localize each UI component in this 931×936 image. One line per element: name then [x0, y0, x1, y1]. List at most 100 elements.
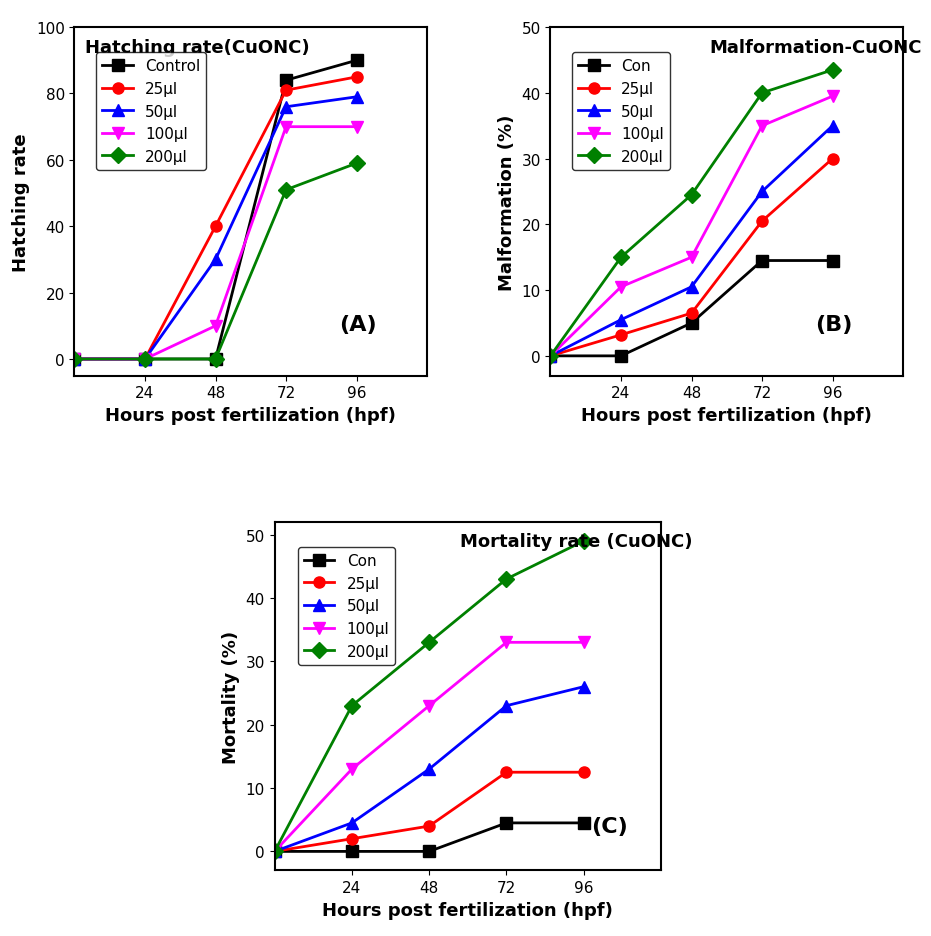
200μl: [686, 190, 697, 201]
Con: [827, 256, 838, 267]
Con: [545, 351, 556, 362]
200μl: [757, 88, 768, 99]
50μl: [501, 700, 512, 711]
50μl: [757, 186, 768, 197]
25μl: [424, 821, 435, 832]
100μl: [578, 637, 589, 649]
200μl: [209, 354, 221, 365]
100μl: [140, 354, 151, 365]
25μl: [209, 222, 221, 233]
25μl: [545, 351, 556, 362]
50μl: [69, 354, 80, 365]
100μl: [545, 351, 556, 362]
Control: [351, 55, 362, 66]
Line: 200μl: 200μl: [269, 535, 589, 857]
100μl: [280, 122, 291, 133]
25μl: [346, 833, 358, 844]
Line: 25μl: 25μl: [69, 72, 362, 365]
Line: Control: Control: [69, 55, 362, 365]
Con: [578, 817, 589, 828]
Line: 100μl: 100μl: [269, 637, 589, 857]
X-axis label: Hours post fertilization (hpf): Hours post fertilization (hpf): [105, 406, 397, 424]
Y-axis label: Mortality (%): Mortality (%): [222, 630, 240, 763]
25μl: [827, 154, 838, 165]
25μl: [501, 767, 512, 778]
25μl: [351, 72, 362, 83]
50μl: [827, 121, 838, 132]
50μl: [351, 92, 362, 103]
50μl: [280, 102, 291, 113]
Legend: Con, 25μl, 50μl, 100μl, 200μl: Con, 25μl, 50μl, 100μl, 200μl: [573, 53, 670, 170]
100μl: [686, 253, 697, 264]
50μl: [424, 764, 435, 775]
Con: [269, 846, 280, 857]
25μl: [757, 216, 768, 227]
200μl: [424, 637, 435, 649]
Legend: Con, 25μl, 50μl, 100μl, 200μl: Con, 25μl, 50μl, 100μl, 200μl: [298, 548, 396, 665]
50μl: [578, 681, 589, 693]
Text: Mortality rate (CuONC): Mortality rate (CuONC): [460, 533, 693, 550]
200μl: [827, 66, 838, 77]
200μl: [545, 351, 556, 362]
Line: 200μl: 200μl: [69, 158, 362, 365]
100μl: [424, 700, 435, 711]
Line: 25μl: 25μl: [269, 767, 589, 857]
50μl: [269, 846, 280, 857]
200μl: [346, 700, 358, 711]
Con: [615, 351, 627, 362]
100μl: [346, 764, 358, 775]
Line: 100μl: 100μl: [69, 122, 362, 365]
Text: (C): (C): [591, 815, 628, 836]
50μl: [346, 817, 358, 828]
Line: 50μl: 50μl: [545, 121, 838, 362]
Control: [140, 354, 151, 365]
200μl: [280, 185, 291, 197]
25μl: [615, 329, 627, 341]
Control: [69, 354, 80, 365]
Legend: Control, 25μl, 50μl, 100μl, 200μl: Control, 25μl, 50μl, 100μl, 200μl: [96, 53, 207, 170]
100μl: [351, 122, 362, 133]
25μl: [69, 354, 80, 365]
100μl: [69, 354, 80, 365]
200μl: [615, 253, 627, 264]
Line: 100μl: 100μl: [545, 92, 838, 362]
Con: [686, 318, 697, 329]
200μl: [501, 574, 512, 585]
Line: Con: Con: [269, 817, 589, 857]
Line: 50μl: 50μl: [69, 92, 362, 365]
200μl: [578, 535, 589, 547]
50μl: [615, 314, 627, 326]
Line: 200μl: 200μl: [545, 66, 838, 362]
25μl: [686, 308, 697, 319]
Y-axis label: Malformation (%): Malformation (%): [498, 114, 516, 290]
25μl: [269, 846, 280, 857]
Line: Con: Con: [545, 256, 838, 362]
25μl: [578, 767, 589, 778]
Line: 50μl: 50μl: [269, 681, 589, 857]
200μl: [140, 354, 151, 365]
Line: 25μl: 25μl: [545, 154, 838, 362]
X-axis label: Hours post fertilization (hpf): Hours post fertilization (hpf): [581, 406, 872, 424]
100μl: [209, 321, 221, 332]
200μl: [351, 158, 362, 169]
200μl: [269, 846, 280, 857]
100μl: [757, 121, 768, 132]
50μl: [209, 255, 221, 266]
Control: [280, 76, 291, 87]
200μl: [69, 354, 80, 365]
Text: Malformation-CuONC: Malformation-CuONC: [709, 38, 922, 56]
100μl: [615, 282, 627, 293]
Con: [346, 846, 358, 857]
50μl: [686, 282, 697, 293]
25μl: [140, 354, 151, 365]
100μl: [827, 92, 838, 103]
Control: [209, 354, 221, 365]
Text: (A): (A): [339, 314, 376, 334]
X-axis label: Hours post fertilization (hpf): Hours post fertilization (hpf): [322, 900, 614, 919]
100μl: [501, 637, 512, 649]
Y-axis label: Hatching rate: Hatching rate: [12, 133, 31, 271]
Con: [757, 256, 768, 267]
100μl: [269, 846, 280, 857]
Text: (B): (B): [815, 314, 852, 334]
Con: [501, 817, 512, 828]
